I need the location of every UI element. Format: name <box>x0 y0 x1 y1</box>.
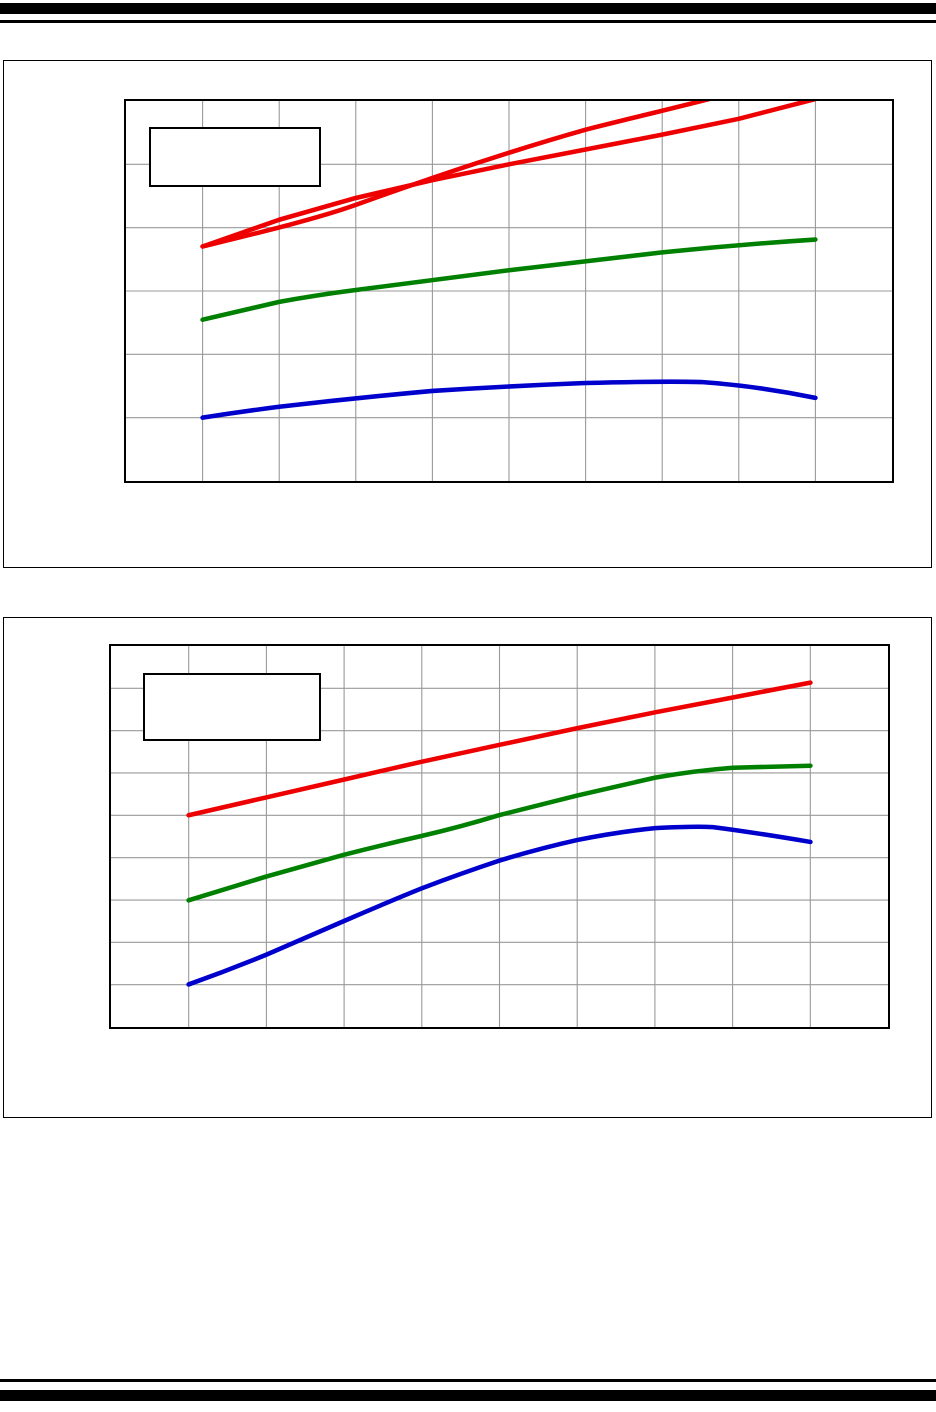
chart-top-series-green <box>200 237 818 322</box>
chart-top-series-red-main <box>200 101 817 249</box>
figure-panel-bottom <box>3 617 932 1118</box>
page-top-rule-thick <box>0 3 936 14</box>
chart-bottom-series <box>186 680 813 987</box>
page-top-rule-thin <box>0 20 936 23</box>
chart-top-series <box>200 101 818 420</box>
chart-top-series-red <box>200 101 711 249</box>
chart-bottom-series-blue <box>186 824 813 987</box>
chart-top-series-blue <box>200 379 818 420</box>
chart-bottom-series-green <box>186 763 813 903</box>
page-bottom-rule-thick <box>0 1390 936 1401</box>
chart-bottom-plot-area <box>109 644 890 1029</box>
chart-bottom-legend <box>143 673 321 741</box>
chart-top-legend <box>149 127 321 187</box>
chart-bottom-series-red <box>186 680 813 818</box>
figure-panel-top <box>3 60 932 568</box>
page-bottom-rule-thin <box>0 1379 936 1382</box>
chart-top-plot-area <box>124 99 894 483</box>
